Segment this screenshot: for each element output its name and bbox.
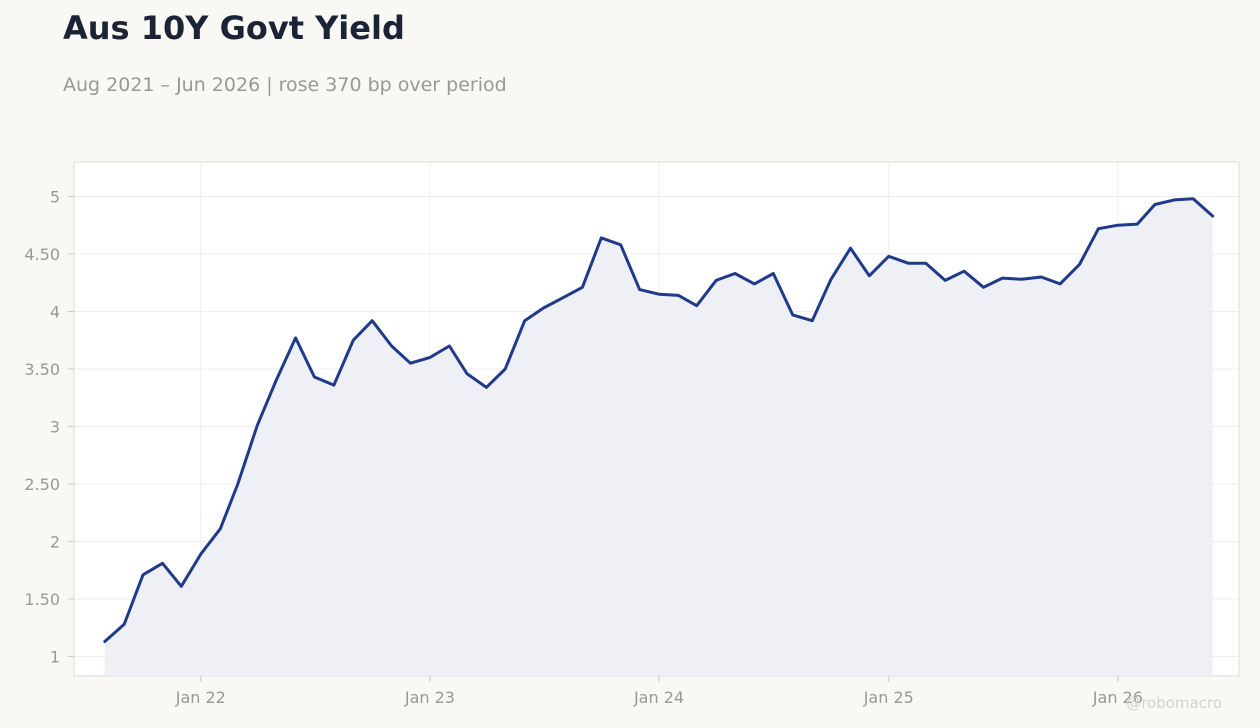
data-point <box>103 640 106 643</box>
data-point <box>1116 224 1119 227</box>
x-tick-label: Jan 26 <box>1092 688 1143 707</box>
y-tick-label: 3.50 <box>24 360 60 379</box>
data-point <box>924 262 927 265</box>
data-point <box>1097 227 1100 230</box>
data-point <box>219 527 222 530</box>
data-point <box>199 553 202 556</box>
watermark: @robomacro <box>1126 694 1222 712</box>
data-point <box>811 319 814 322</box>
chart-subtitle: Aug 2021 – Jun 2026 | rose 370 bp over p… <box>63 74 507 96</box>
data-point <box>963 270 966 273</box>
data-point <box>332 384 335 387</box>
data-point <box>409 362 412 365</box>
data-point <box>619 243 622 246</box>
data-point <box>275 379 278 382</box>
x-axis-ticks: Jan 22 Jan 23 Jan 24 Jan 25 Jan 26 <box>175 676 1143 707</box>
data-point <box>868 274 871 277</box>
series-line <box>103 197 1215 643</box>
data-point <box>638 288 641 291</box>
data-point <box>236 483 239 486</box>
y-tick-label: 2 <box>50 532 60 551</box>
data-point <box>753 282 756 285</box>
data-point <box>485 386 488 389</box>
data-point <box>523 319 526 322</box>
data-point <box>504 368 507 371</box>
x-tick-label: Jan 23 <box>404 688 455 707</box>
y-tick-label: 1.50 <box>24 590 60 609</box>
data-point <box>1040 276 1043 279</box>
data-point <box>542 307 545 310</box>
data-point <box>658 293 661 296</box>
data-point <box>180 585 183 588</box>
data-point <box>1020 278 1023 281</box>
data-point <box>1059 282 1062 285</box>
data-point <box>1153 203 1156 206</box>
data-point <box>1192 197 1195 200</box>
data-point <box>465 372 468 375</box>
y-tick-label: 4 <box>50 302 60 321</box>
x-tick-label: Jan 22 <box>175 688 226 707</box>
x-tick-label: Jan 24 <box>633 688 684 707</box>
data-point <box>371 319 374 322</box>
data-point <box>982 286 985 289</box>
data-point <box>887 255 890 258</box>
series-area <box>104 198 1213 677</box>
y-tick-label: 4.50 <box>24 245 60 264</box>
x-tick-label: Jan 25 <box>863 688 914 707</box>
y-tick-label: 2.50 <box>24 475 60 494</box>
y-axis-ticks: 1 1.50 2 2.50 3 3.50 4 4.50 5 <box>24 187 74 666</box>
data-point <box>791 313 794 316</box>
data-point <box>294 336 297 339</box>
data-point <box>715 279 718 282</box>
data-point <box>1001 277 1004 280</box>
data-point <box>830 278 833 281</box>
y-tick-label: 1 <box>50 647 60 666</box>
data-point <box>600 236 603 239</box>
data-point <box>352 339 355 342</box>
data-point <box>772 272 775 275</box>
data-point <box>695 304 698 307</box>
chart-title: Aus 10Y Govt Yield <box>63 9 405 47</box>
y-tick-label: 5 <box>50 187 60 206</box>
data-point <box>944 279 947 282</box>
data-point <box>1211 215 1214 218</box>
data-point <box>907 262 910 265</box>
data-point <box>677 294 680 297</box>
data-point <box>1078 263 1081 266</box>
data-point <box>581 286 584 289</box>
data-point <box>313 376 316 379</box>
data-point <box>428 356 431 359</box>
data-point <box>390 345 393 348</box>
data-point <box>256 424 259 427</box>
data-point <box>562 296 565 299</box>
y-tick-label: 3 <box>50 417 60 436</box>
data-point <box>161 562 164 565</box>
data-point <box>1136 223 1139 226</box>
data-point <box>123 623 126 626</box>
data-point <box>734 272 737 275</box>
data-point <box>142 573 145 576</box>
data-point <box>849 247 852 250</box>
data-point <box>448 345 451 348</box>
data-point <box>1173 198 1176 201</box>
